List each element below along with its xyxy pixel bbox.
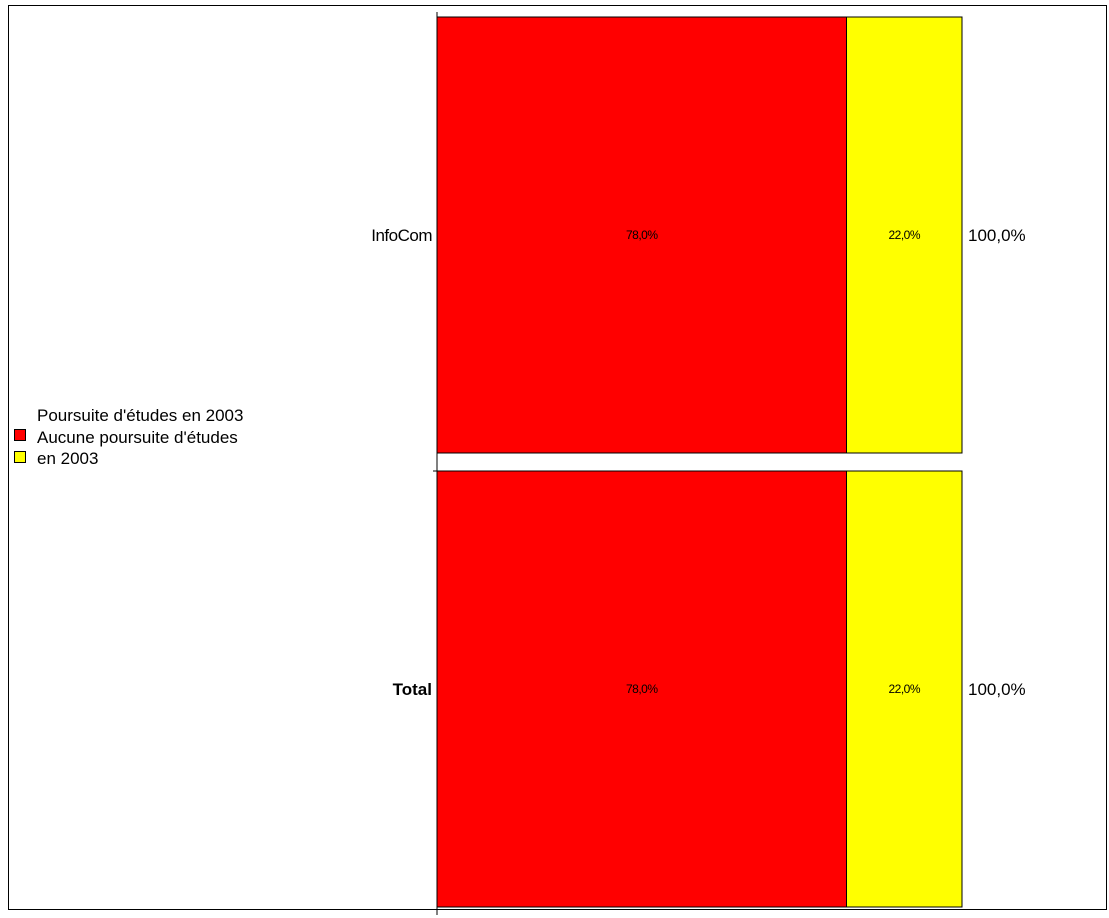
legend-item-poursuite: Poursuite d'études en 2003 [12,405,252,441]
legend-label-poursuite: Poursuite d'études en 2003 [37,406,244,425]
total-label-total: 100,0% [968,680,1026,699]
bar-segment-infocom-series-0 [436,16,847,454]
category-label-total: Total [393,680,432,699]
legend-label-aucune: Aucune poursuite d'études en 2003 [37,428,238,468]
category-label-infocom: InfoCom [371,226,432,245]
data-label-infocom-series-0: 78,0% [626,228,658,242]
bar-segment-total-series-0 [436,470,847,908]
data-label-infocom-series-1: 22,0% [888,228,920,242]
legend-swatch-red [14,429,26,441]
bar-segment-infocom-series-1 [846,16,963,454]
legend-swatch-yellow [14,451,26,463]
total-label-infocom: 100,0% [968,226,1026,245]
legend-item-aucune: Aucune poursuite d'études en 2003 [12,427,252,469]
legend: Poursuite d'études en 2003 Aucune poursu… [12,405,252,470]
data-label-total-series-1: 22,0% [888,682,920,696]
data-label-total-series-0: 78,0% [626,682,658,696]
bar-segment-total-series-1 [846,470,963,908]
